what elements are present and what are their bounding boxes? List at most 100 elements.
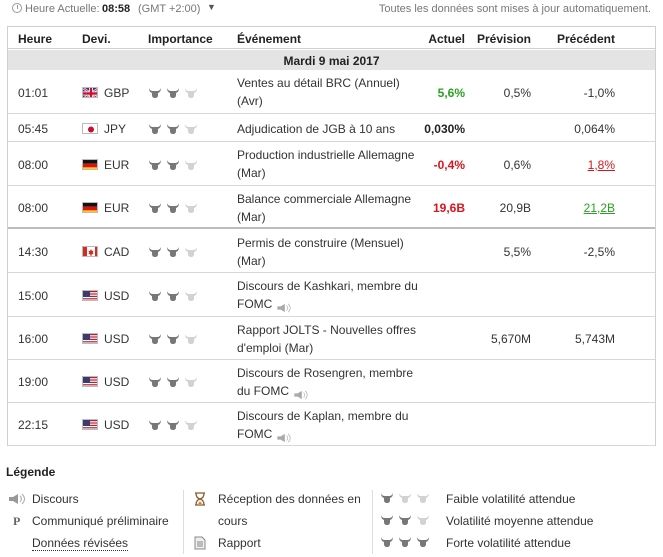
event-name-text: Discours de Kashkari, membre du FOMC (237, 279, 418, 311)
bull-icon (184, 376, 198, 388)
event-name[interactable]: Rapport JOLTS - Nouvelles offres d'emplo… (237, 321, 422, 357)
event-previous: -1,0% (583, 86, 615, 100)
event-time: 15:00 (18, 289, 49, 303)
event-currency: USD (104, 375, 130, 389)
table-row[interactable]: 19:00 USD Discours de Rosengren, membre du… (8, 361, 655, 403)
clock-icon (12, 3, 22, 13)
event-name[interactable]: Discours de Kaplan, membre du FOMC (237, 407, 422, 443)
header-event: Événement (237, 32, 302, 46)
event-currency: CAD (104, 245, 130, 259)
bull-icon (416, 536, 430, 548)
event-name[interactable]: Discours de Kashkari, membre du FOMC (237, 277, 422, 313)
event-name[interactable]: Adjudication de JGB à 10 ans (237, 120, 422, 138)
bull-icon (166, 159, 180, 171)
event-actual: -0,4% (433, 158, 465, 172)
event-time: 01:01 (18, 86, 49, 100)
bull-icon (416, 492, 430, 504)
bull-icon (148, 87, 162, 99)
bull-icon (166, 246, 180, 258)
bull-icon (380, 514, 394, 526)
high-volatility-bulls (380, 536, 436, 548)
event-currency: GBP (104, 86, 130, 100)
legend-high-volatility: Forte volatilité attendue (446, 536, 571, 550)
event-previous[interactable]: 1,8% (587, 158, 615, 172)
event-previous[interactable]: 21,2B (583, 201, 615, 215)
importance-bulls (148, 376, 204, 388)
importance-bulls (148, 123, 204, 135)
table-row[interactable]: 08:00 EUR Production industrielle Allemagn… (8, 143, 655, 186)
event-actual: 5,6% (437, 86, 465, 100)
event-forecast: 5,5% (503, 245, 531, 259)
table-row[interactable]: 05:45 JPY Adjudication de JGB à 10 ans 0,03… (8, 115, 655, 142)
event-name[interactable]: Discours de Rosengren, membre du FOMC (237, 364, 422, 400)
bull-icon (398, 492, 412, 504)
header-actual: Actuel (428, 32, 465, 46)
event-name[interactable]: Permis de construire (Mensuel) (Mar) (237, 234, 422, 270)
bull-icon (184, 333, 198, 345)
header-time: Heure (18, 32, 53, 46)
bull-icon (148, 376, 162, 388)
legend-revised: Données révisées (32, 536, 129, 551)
event-forecast: 0,6% (503, 158, 531, 172)
legend-receiving-line1: Réception des données en (218, 492, 361, 506)
event-currency: EUR (104, 201, 130, 215)
event-name-text: Discours de Rosengren, membre du FOMC (237, 366, 414, 398)
table-row[interactable]: 16:00 USD Rapport JOLTS - Nouvelles offres… (8, 318, 655, 360)
bull-icon (166, 376, 180, 388)
bull-icon (148, 202, 162, 214)
table-row[interactable]: 15:00 USD Discours de Kashkari, membre du … (8, 274, 655, 317)
bull-icon (184, 202, 198, 214)
event-name-text: Permis de construire (Mensuel) (Mar) (237, 236, 404, 268)
legend-preliminary: Communiqué préliminaire (32, 514, 169, 528)
bull-icon (166, 419, 180, 431)
event-time: 19:00 (18, 375, 49, 389)
event-currency: JPY (104, 122, 127, 136)
event-name[interactable]: Ventes au détail BRC (Annuel) (Avr) (237, 74, 422, 110)
auto-update-note: Toutes les données sont mises à jour aut… (378, 3, 651, 15)
economic-calendar-table: Heure Devi. Importance Événement Actuel … (7, 26, 656, 446)
bull-icon (184, 290, 198, 302)
flag-de-icon (82, 202, 98, 213)
bull-icon (148, 246, 162, 258)
table-row[interactable]: 14:30 CAD Permis de construire (Mensuel) (… (8, 231, 655, 273)
event-forecast: 20,9B (499, 201, 531, 215)
legend-report: Rapport (218, 536, 261, 550)
event-currency: EUR (104, 158, 130, 172)
preliminary-icon: P (13, 514, 21, 528)
flag-jp-icon (82, 123, 98, 134)
bull-icon (148, 290, 162, 302)
flag-de-icon (82, 159, 98, 170)
chevron-down-icon[interactable]: ▼ (207, 2, 216, 12)
table-row[interactable]: 22:15 USD Discours de Kaplan, membre du FO… (8, 404, 655, 446)
event-time: 14:30 (18, 245, 49, 259)
timezone-selector[interactable]: (GMT +2:00) (138, 3, 201, 15)
bull-icon (166, 202, 180, 214)
flag-us-icon (82, 376, 98, 387)
bull-icon (148, 419, 162, 431)
importance-bulls (148, 333, 204, 345)
legend-title: Légende (6, 465, 56, 479)
event-name[interactable]: Production industrielle Allemagne (Mar) (237, 146, 422, 182)
flag-us-icon (82, 419, 98, 430)
event-name-text: Ventes au détail BRC (Annuel) (Avr) (237, 76, 400, 108)
flag-us-icon (82, 290, 98, 301)
speaker-icon (276, 300, 292, 313)
document-icon (194, 536, 206, 553)
event-name[interactable]: Balance commerciale Allemagne (Mar) (237, 190, 422, 226)
table-row[interactable]: 01:01 GBP Ventes au détail BRC (Annuel) (A… (8, 71, 655, 114)
header-currency: Devi. (82, 32, 111, 46)
bull-icon (166, 123, 180, 135)
importance-bulls (148, 419, 204, 431)
event-previous: 5,743M (574, 332, 615, 346)
speaker-icon (276, 430, 292, 443)
event-time: 22:15 (18, 418, 49, 432)
hourglass-icon (194, 492, 206, 509)
header-importance: Importance (148, 32, 213, 46)
flag-uk-icon (82, 87, 98, 98)
bull-icon (380, 536, 394, 548)
importance-bulls (148, 246, 204, 258)
event-name-text: Balance commerciale Allemagne (Mar) (237, 192, 412, 224)
bull-icon (398, 536, 412, 548)
bull-icon (148, 123, 162, 135)
table-row[interactable]: 08:00 EUR Balance commerciale Allemagne (M… (8, 187, 655, 229)
